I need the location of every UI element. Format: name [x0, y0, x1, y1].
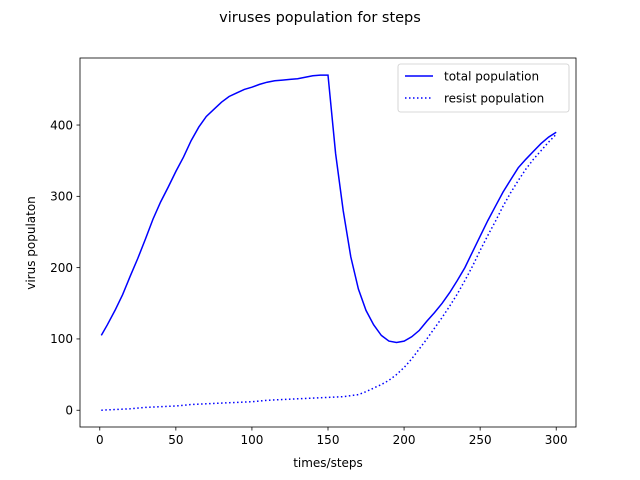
x-tick-label: 150 [317, 433, 340, 447]
y-tick-label: 400 [50, 118, 73, 132]
legend: total population resist population [397, 63, 570, 113]
legend-box [397, 63, 570, 113]
legend-label: resist population [444, 91, 544, 105]
plot-area: 0 50 100 150 200 250 300 0 100 200 300 400 [50, 57, 577, 447]
x-axis-label: times/steps [293, 456, 363, 470]
y-tick-label: 300 [50, 190, 73, 204]
y-axis-label: virus populaton [24, 196, 38, 290]
x-tick-label: 0 [96, 433, 104, 447]
x-tick-label: 200 [393, 433, 416, 447]
legend-label: total population [444, 69, 539, 83]
y-tick-label: 200 [50, 261, 73, 275]
series-line-total-population [100, 74, 557, 344]
series-line-resist-population [101, 133, 557, 411]
y-tick-label: 100 [50, 332, 73, 346]
y-tick-label: 0 [65, 404, 73, 418]
x-tick-label: 300 [545, 433, 568, 447]
x-tick-label: 50 [168, 433, 183, 447]
chart-title: viruses population for steps [219, 10, 421, 26]
x-tick-label: 250 [469, 433, 492, 447]
x-tick-label: 100 [240, 433, 263, 447]
